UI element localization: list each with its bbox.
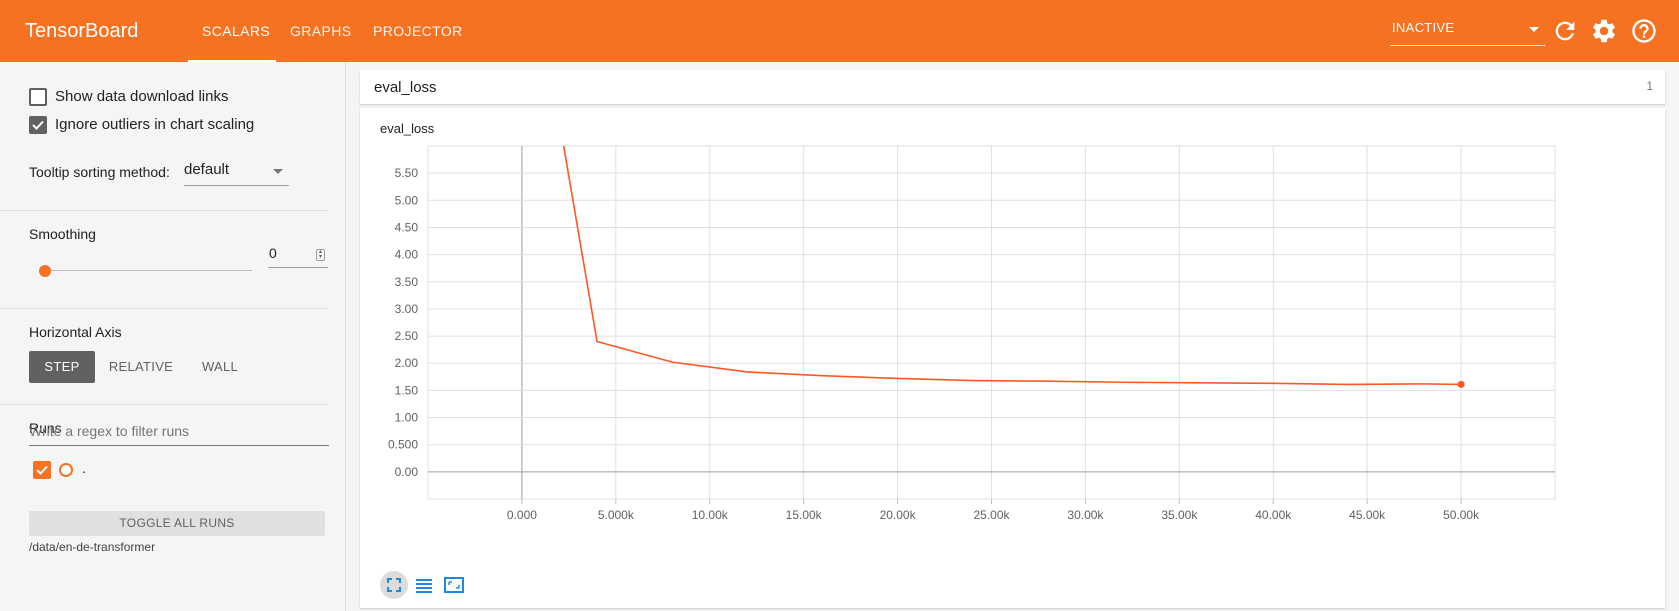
list-lines-icon [416, 579, 432, 593]
y-tick-label: 0.00 [395, 465, 419, 479]
sidebar: Show data download links Ignore outliers… [0, 62, 346, 611]
active-tab-indicator [188, 60, 276, 62]
tooltip-sorting-label: Tooltip sorting method: [29, 164, 170, 180]
x-tick-label: 5.000k [598, 508, 635, 522]
fit-box-icon [444, 577, 464, 593]
smoothing-number-input[interactable]: 0 ▴ ▾ [268, 242, 328, 268]
settings-gear-icon [1593, 19, 1615, 43]
runs-label: Runs [29, 420, 62, 436]
help-icon [1632, 19, 1656, 43]
category-header[interactable]: eval_loss 1 [360, 70, 1665, 104]
series-last-point [1457, 380, 1465, 388]
divider [0, 308, 328, 309]
divider [0, 404, 328, 405]
x-tick-label: 10.00k [692, 508, 729, 522]
caret-down-icon [1529, 27, 1539, 32]
axis-relative-button[interactable]: RELATIVE [108, 359, 174, 374]
help-button[interactable] [1630, 17, 1658, 45]
smoothing-slider-track[interactable] [44, 270, 252, 271]
divider [0, 210, 328, 211]
chart-card: eval_loss 0.000 5.000k 10.00k 15.00k 20.00k 2… [360, 108, 1665, 608]
smoothing-slider-knob[interactable] [39, 265, 51, 277]
runs-filter-placeholder: Write a regex to filter runs [29, 423, 190, 439]
x-tick-label: 40.00k [1255, 508, 1292, 522]
caret-down-icon [273, 169, 283, 174]
x-tick-label: 50.00k [1443, 508, 1480, 522]
tooltip-sorting-value: default [184, 161, 230, 178]
chart-title: eval_loss [380, 121, 435, 136]
y-tick-label: 2.00 [395, 356, 419, 370]
top-app-bar: TensorBoard SCALARS GRAPHS PROJECTOR INA… [0, 0, 1679, 62]
logdir-path: /data/en-de-transformer [29, 540, 156, 554]
y-tick-label: 3.00 [395, 302, 419, 316]
smoothing-value: 0 [269, 245, 277, 261]
ignore-outliers-label: Ignore outliers in chart scaling [55, 116, 255, 133]
y-tick-label: 2.50 [395, 329, 419, 343]
tab-scalars[interactable]: SCALARS [202, 23, 271, 39]
smoothing-label: Smoothing [29, 226, 96, 242]
horizontal-axis-label: Horizontal Axis [29, 324, 122, 340]
refresh-button[interactable] [1551, 17, 1579, 45]
main-content: eval_loss 1 eval_loss 0.000 5.000k 10.00k 1… [346, 62, 1679, 611]
y-tick-label: 4.50 [395, 220, 419, 234]
x-tick-label: 35.00k [1161, 508, 1198, 522]
dropdown-value: INACTIVE [1392, 20, 1455, 35]
refresh-icon [1555, 21, 1575, 41]
toggle-all-runs-button[interactable]: TOGGLE ALL RUNS [29, 511, 325, 536]
y-tick-label: 1.50 [395, 383, 419, 397]
y-tick-label: 3.50 [395, 275, 419, 289]
x-tick-label: 45.00k [1349, 508, 1386, 522]
run-color-swatch [59, 463, 73, 477]
x-tick-label: 15.00k [786, 508, 823, 522]
ignore-outliers-checkbox[interactable] [29, 116, 47, 134]
toggle-log-scale-button[interactable] [410, 571, 438, 599]
x-tick-label: 0.000 [507, 508, 537, 522]
y-tick-label: 1.00 [395, 411, 419, 425]
run-checkbox[interactable] [33, 461, 51, 479]
run-name: . [82, 460, 86, 476]
inactive-dashboards-dropdown[interactable]: INACTIVE [1390, 14, 1545, 46]
category-title: eval_loss [374, 79, 437, 96]
app-title: TensorBoard [25, 20, 139, 42]
fit-to-data-button[interactable] [440, 571, 468, 599]
tab-graphs[interactable]: GRAPHS [290, 23, 352, 39]
checkmark-icon [36, 465, 48, 475]
checkmark-icon [32, 120, 44, 130]
fullscreen-icon [387, 578, 401, 592]
x-tick-label: 20.00k [880, 508, 917, 522]
category-count: 1 [1646, 79, 1653, 93]
fit-domain-button[interactable] [380, 571, 408, 599]
x-tick-label: 25.00k [973, 508, 1010, 522]
axis-wall-button[interactable]: WALL [201, 359, 239, 374]
runs-filter-input[interactable]: Write a regex to filter runs [29, 418, 329, 446]
axis-step-button[interactable]: STEP [29, 351, 95, 383]
y-tick-label: 0.500 [388, 438, 418, 452]
settings-button[interactable] [1590, 17, 1618, 45]
y-tick-label: 4.00 [395, 248, 419, 262]
y-tick-label: 5.00 [395, 193, 419, 207]
x-tick-label: 30.00k [1067, 508, 1104, 522]
scalar-chart[interactable]: 0.000 5.000k 10.00k 15.00k 20.00k 25.00k 30.00… [360, 108, 1665, 568]
tab-projector[interactable]: PROJECTOR [373, 23, 463, 39]
spinner-arrows-icon[interactable]: ▴ ▾ [316, 249, 325, 261]
show-download-links-label: Show data download links [55, 88, 229, 105]
show-download-links-checkbox[interactable] [29, 88, 47, 106]
y-tick-label: 5.50 [395, 166, 419, 180]
series-line [562, 146, 1462, 386]
tooltip-sorting-dropdown[interactable]: default [184, 158, 289, 186]
